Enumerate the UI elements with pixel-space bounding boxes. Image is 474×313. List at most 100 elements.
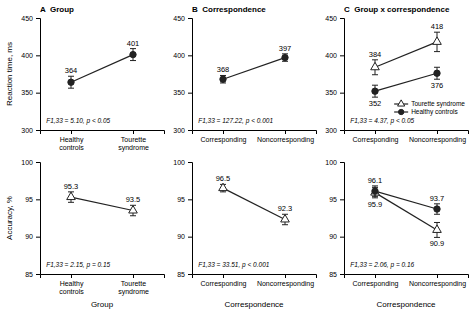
error-bar-cap <box>372 85 378 86</box>
x-tick-label: Noncorresponding <box>257 136 314 144</box>
y-tick: 300 <box>173 127 192 134</box>
error-bar-cap <box>130 48 136 49</box>
y-tick-label: 95 <box>177 196 185 203</box>
data-labels: 95.3 93.5 <box>64 182 141 204</box>
y-tick-label: 400 <box>325 52 337 59</box>
y-axis-line <box>188 163 193 275</box>
x-tick-mark <box>223 274 224 278</box>
x-tick-label-line: syndrome <box>118 288 149 296</box>
error-bar-cap <box>434 237 440 238</box>
annotation: F1,33 = 4.37, p < 0.05 <box>350 117 414 125</box>
x-tick: Corresponding <box>353 130 399 144</box>
y-tick: 95 <box>177 196 192 203</box>
y-axis-line <box>36 19 41 131</box>
y-tick: 400 <box>173 52 192 59</box>
x-tick-label-line: syndrome <box>118 144 149 152</box>
error-bar <box>372 187 378 197</box>
point <box>220 76 226 82</box>
point <box>433 37 442 44</box>
y-tick-mark <box>36 55 40 56</box>
legend-label: Tourette syndrome <box>411 100 465 108</box>
series <box>220 54 288 83</box>
x-tick-label-line: Noncorresponding <box>257 280 314 288</box>
y-tick-label: 85 <box>329 271 337 278</box>
error-bar-cap <box>68 202 74 203</box>
x-tick-label-line: Corresponding <box>201 280 247 288</box>
point <box>372 188 378 194</box>
x-axis: HealthycontrolsTourettesyndrome <box>41 274 165 296</box>
y-tick-label: 85 <box>25 271 33 278</box>
x-axis: Corresponding Noncorresponding <box>345 130 469 144</box>
x-tick-label-line: Corresponding <box>353 280 399 288</box>
x-axis-line <box>193 275 317 279</box>
x-tick-label: Corresponding <box>201 280 247 288</box>
panel: 859095100CorrespondingNoncorresponding96… <box>325 159 468 309</box>
error-bar-cap <box>372 97 378 98</box>
point <box>129 206 138 213</box>
data-label: 95.3 <box>64 182 79 191</box>
data-label: 93.5 <box>126 195 141 204</box>
plot-area <box>68 49 136 89</box>
error-bar-cap <box>434 203 440 204</box>
legend-marker <box>398 100 405 106</box>
y-tick-label: 100 <box>173 159 185 166</box>
data-label: 93.7 <box>430 194 445 203</box>
y-tick-label: 300 <box>21 127 33 134</box>
x-tick: Healthycontrols <box>59 274 84 295</box>
x-tick: Healthycontrols <box>59 130 84 151</box>
x-tick-label-line: controls <box>59 144 84 151</box>
x-tick-mark <box>375 130 376 134</box>
error-bar <box>130 49 136 61</box>
y-tick-mark <box>340 199 344 200</box>
y-axis: 300 350 400 450 <box>325 15 344 134</box>
plot-area <box>220 54 288 83</box>
y-tick-mark <box>188 162 192 163</box>
y-axis: 859095100 <box>325 159 344 278</box>
series-line <box>375 42 437 67</box>
y-axis-title: Reaction time, ms <box>5 42 14 106</box>
error-bar-cap <box>434 51 440 52</box>
y-tick: 100 <box>21 159 40 166</box>
x-axis: Corresponding Noncorresponding <box>345 274 469 288</box>
title: C Group x correspondence <box>344 5 450 14</box>
y-tick: 90 <box>177 233 192 240</box>
data-labels: 368397 <box>217 44 292 75</box>
y-tick-label: 450 <box>325 15 337 22</box>
y-tick-mark <box>36 130 40 131</box>
x-tick-mark <box>285 130 286 134</box>
title: B Correspondence <box>192 5 266 14</box>
x-tick-label-line: Tourette <box>121 136 146 143</box>
error-bar-cap <box>130 215 136 216</box>
y-tick: 90 <box>25 233 40 240</box>
point <box>68 79 74 85</box>
series-line <box>223 58 285 80</box>
data-label: 95.9 <box>368 200 383 209</box>
error-bar-cap <box>372 185 378 186</box>
x-tick: Noncorresponding <box>257 130 314 144</box>
error-bar-cap <box>372 59 378 60</box>
x-tick: Noncorresponding <box>409 130 466 144</box>
y-tick-label: 300 <box>325 127 337 134</box>
panel: 859095100CorrespondingNoncorresponding96… <box>173 159 316 309</box>
y-tick-mark <box>36 93 40 94</box>
data-labels: 96.195.993.790.9 <box>368 176 445 249</box>
x-tick-label: Tourettesyndrome <box>118 136 149 152</box>
y-tick: 450 <box>325 15 344 22</box>
y-tick-mark <box>188 18 192 19</box>
error-bar <box>372 85 378 97</box>
point <box>372 88 378 94</box>
annotation: F1,33 = 2.15, p = 0.15 <box>46 261 110 269</box>
y-tick: 90 <box>329 233 344 240</box>
y-tick: 350 <box>325 89 344 96</box>
legend-label: Healthy controls <box>411 108 458 116</box>
error-bar-cap <box>372 74 378 75</box>
x-tick-mark <box>223 130 224 134</box>
x-tick-label: Noncorresponding <box>409 280 466 288</box>
data-label: 96.1 <box>368 176 383 185</box>
x-tick-label-line: controls <box>59 288 84 295</box>
series-line <box>375 73 437 91</box>
y-axis-title: Accuracy, % <box>5 196 14 240</box>
data-label: 418 <box>431 22 444 31</box>
y-tick-label: 400 <box>173 52 185 59</box>
panel: 300 350 400 450 Corresponding Noncorrespondin… <box>325 5 468 144</box>
